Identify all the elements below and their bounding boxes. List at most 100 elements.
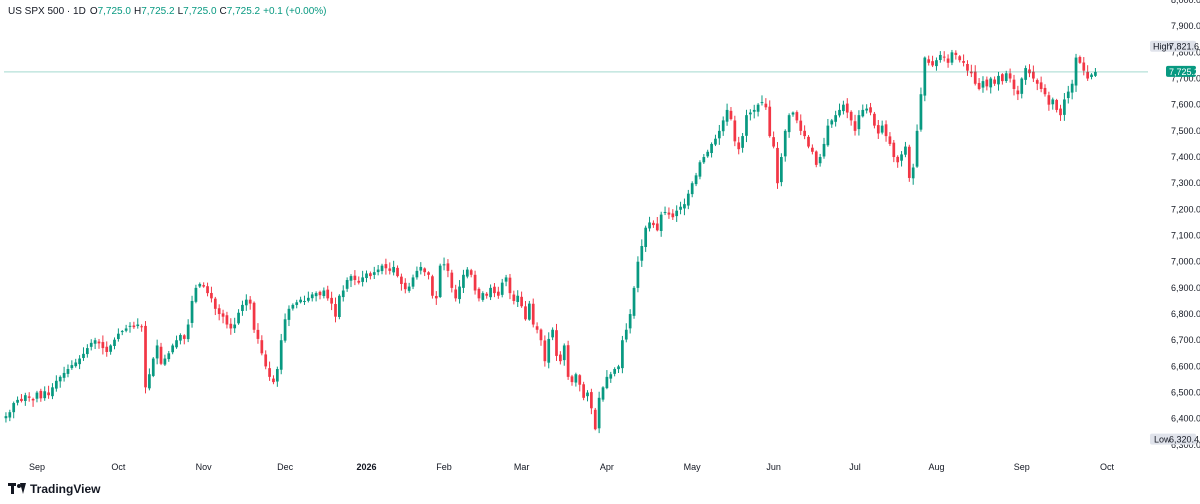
candle-body (314, 293, 318, 297)
candle-body (803, 130, 806, 137)
candle-body (338, 295, 341, 317)
candle-body (973, 71, 977, 84)
candle-body (345, 280, 349, 289)
open-value: 7,725.0 (97, 6, 131, 17)
price-tick-label: 6,800.0 (1171, 309, 1200, 319)
candle-body (845, 103, 849, 113)
close-value: 7,725.2 (226, 6, 261, 17)
candle-body (516, 295, 520, 302)
candle-body (392, 266, 396, 273)
candle-body (403, 282, 407, 290)
candle-body (706, 151, 710, 157)
candle-body (20, 398, 23, 401)
candle-body (737, 142, 741, 150)
candle-body (969, 71, 973, 74)
candle-body (349, 276, 353, 281)
candle-body (938, 54, 942, 61)
candle-body (469, 270, 473, 275)
candle-body (624, 329, 628, 340)
candle-body (508, 277, 512, 294)
candle-body (826, 125, 830, 146)
candle-body (47, 392, 50, 396)
candle-body (911, 167, 915, 179)
candle-body (295, 302, 299, 305)
candle-body (442, 264, 446, 266)
candle-body (586, 392, 589, 397)
candle-body (438, 265, 442, 297)
candle-body (1094, 71, 1097, 76)
candle-body (175, 340, 178, 348)
price-tick-label: 6,600.0 (1171, 361, 1200, 371)
candle-body (213, 298, 217, 309)
candle-body (954, 52, 958, 55)
candle-body (880, 125, 884, 133)
candle-body (434, 295, 438, 299)
high-tag: High 7,821.6 (1150, 40, 1199, 52)
candle-body (756, 104, 760, 112)
candle-body (132, 325, 136, 328)
candle-body (128, 325, 132, 327)
candle-body (690, 183, 694, 195)
candle-body (163, 358, 167, 365)
candle-body (62, 372, 66, 378)
candle-body (458, 286, 461, 300)
candle-body (993, 79, 996, 84)
candle-body (601, 387, 605, 400)
candle-body (942, 56, 946, 58)
time-tick-label: Sep (29, 462, 45, 472)
candle-body (562, 345, 566, 361)
candle-body (35, 392, 39, 399)
candle-body (353, 275, 357, 281)
candle-body (194, 287, 198, 302)
candle-body (578, 375, 582, 385)
candle-body (365, 273, 368, 279)
candle-body (151, 358, 155, 376)
candle-body (873, 113, 876, 126)
tradingview-brand[interactable]: TradingView (8, 482, 100, 496)
candle-body (140, 326, 143, 328)
candle-body (783, 130, 787, 157)
candle-body (981, 81, 985, 88)
candle-body (493, 286, 496, 294)
candle-body (233, 324, 237, 329)
candle-body (27, 396, 31, 398)
candle-body (931, 61, 934, 66)
candle-body (74, 362, 78, 367)
candle-body (768, 106, 772, 137)
candle-body (237, 312, 240, 324)
candle-body (86, 348, 89, 355)
candle-body (376, 269, 380, 273)
candle-body (710, 143, 713, 154)
price-tick-label: 6,300.0 (1171, 440, 1200, 450)
candle-body (167, 353, 171, 360)
time-axis[interactable]: Sep Oct Nov Dec 2026 Feb Mar Apr May Jun Jul Aug Sep… (29, 462, 1115, 472)
candle-body (334, 304, 337, 317)
candle-body (733, 120, 737, 142)
candle-body (818, 157, 822, 164)
price-tick-label: 7,300.0 (1171, 178, 1200, 188)
price-axis[interactable]: 6,300.0 6,400.0 6,500.0 6,600.0 6,700.0 6,800… (1171, 0, 1200, 450)
price-tick-label: 6,400.0 (1171, 414, 1200, 424)
candle-body (725, 109, 729, 122)
symbol-name[interactable]: US SPX 500 · 1D (8, 6, 86, 17)
candle-body (407, 286, 411, 291)
candle-body (1001, 74, 1004, 82)
candle-body (985, 79, 989, 87)
candle-body (299, 299, 302, 303)
brand-name: TradingView (30, 482, 101, 496)
candle-body (465, 269, 469, 277)
candle-body (462, 274, 465, 288)
candle-body (892, 142, 896, 158)
candle-body (896, 156, 900, 163)
candle-body (419, 266, 423, 271)
candle-body (1059, 108, 1062, 116)
candle-body (1047, 95, 1051, 105)
candle-body (597, 397, 601, 429)
candle-body (655, 223, 659, 231)
low-label: L (177, 6, 184, 17)
candle-body (82, 353, 85, 359)
candle-body (1051, 99, 1055, 105)
candle-body (369, 273, 372, 277)
candle-body (609, 374, 613, 379)
